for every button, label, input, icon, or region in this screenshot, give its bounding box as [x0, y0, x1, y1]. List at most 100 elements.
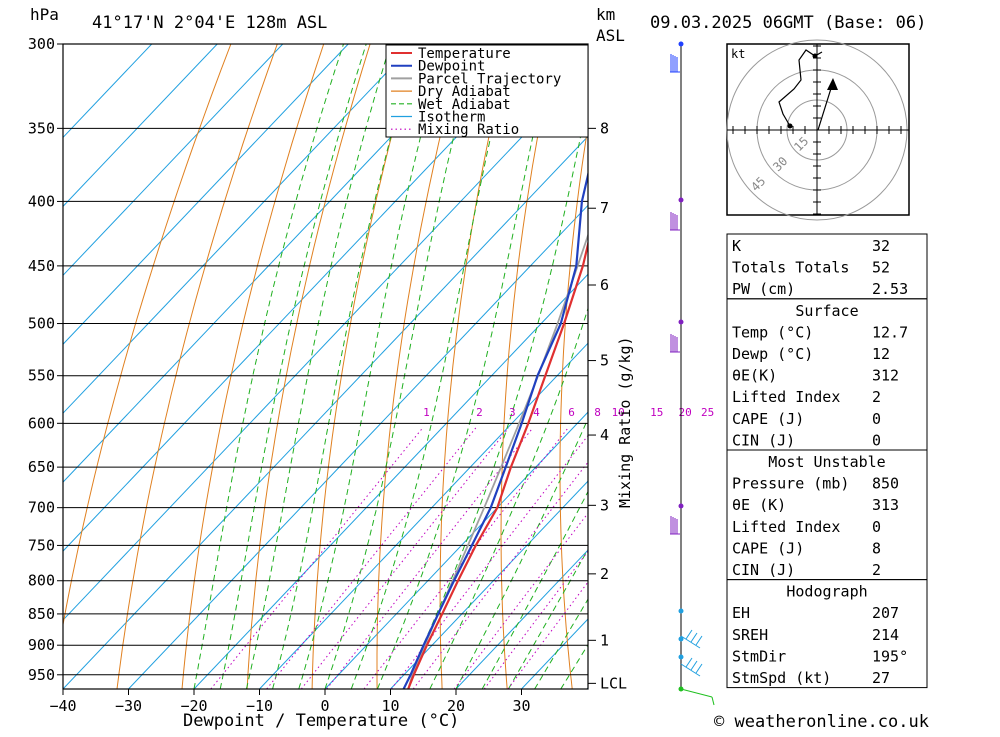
index-value: 850 [872, 475, 899, 493]
index-value: 2 [872, 388, 881, 406]
index-label: Pressure (mb) [732, 475, 849, 493]
index-label: Lifted Index [732, 388, 840, 406]
hodograph-unit-label: kt [731, 47, 745, 61]
height-tick-label: 8 [600, 119, 609, 137]
index-label: θE (K) [732, 496, 786, 514]
pressure-tick-label: 850 [28, 605, 55, 623]
height-tick-label: 2 [600, 565, 609, 583]
pressure-axis: 3003504004505005506006507007508008509009… [28, 35, 63, 684]
pressure-tick-label: 550 [28, 367, 55, 385]
pressure-tick-label: 400 [28, 192, 55, 210]
wind-barb [681, 658, 702, 676]
dry-adiabat-line [312, 44, 417, 689]
dry-adiabat-line [182, 44, 324, 689]
indices-section-title: Most Unstable [768, 453, 885, 471]
index-label: StmSpd (kt) [732, 669, 831, 687]
isotherm-line [63, 44, 676, 689]
wind-level-dot [679, 609, 684, 614]
index-value: 8 [872, 539, 881, 557]
pressure-tick-label: 650 [28, 458, 55, 476]
index-value: 195° [872, 647, 908, 665]
pressure-tick-label: 900 [28, 636, 55, 654]
pressure-tick-label: 800 [28, 572, 55, 590]
index-label: K [732, 237, 741, 255]
x-axis-title: Dewpoint / Temperature (°C) [183, 711, 459, 731]
wind-barb [670, 334, 680, 352]
height-tick-label: 3 [600, 496, 609, 514]
wet-adiabat-line [194, 44, 344, 689]
index-label: Totals Totals [732, 259, 849, 277]
wind-barb-feather [691, 661, 697, 670]
indices-section-title: Surface [795, 302, 858, 320]
isotherm-line [129, 44, 742, 689]
wind-barb [670, 516, 680, 534]
height-tick-label: LCL [600, 674, 627, 692]
height-tick-label: 1 [600, 631, 609, 649]
isotherm-line [0, 44, 545, 689]
index-label: CIN (J) [732, 561, 795, 579]
mixing-ratio-label: 2 [476, 406, 483, 419]
hpa-unit-label: hPa [30, 5, 59, 24]
isotherm-line [0, 44, 610, 689]
index-label: CIN (J) [732, 431, 795, 449]
wind-level-dot [679, 655, 684, 660]
index-value: 27 [872, 669, 890, 687]
wind-barb-shaft [681, 664, 700, 676]
wind-level-dot [679, 42, 684, 47]
wet-adiabat-line [377, 44, 553, 689]
dewpoint-profile [404, 44, 630, 689]
temperature-tick-label: −40 [49, 697, 76, 715]
wind-barb-feather [696, 664, 702, 673]
wind-barb-shaft [681, 636, 700, 648]
mixing-ratio-label: 6 [568, 406, 575, 419]
index-label: CAPE (J) [732, 539, 804, 557]
legend-label: Mixing Ratio [418, 122, 519, 138]
mixing-ratio-label: 25 [701, 406, 714, 419]
wind-barb-feather [712, 697, 714, 705]
index-value: 2 [872, 561, 881, 579]
dry-adiabat-line [974, 44, 1000, 689]
pressure-tick-label: 600 [28, 414, 55, 432]
index-label: Dewp (°C) [732, 345, 813, 363]
datetime-title: 09.03.2025 06GMT (Base: 06) [650, 13, 926, 33]
dry-adiabat-line [117, 44, 277, 689]
pressure-tick-label: 300 [28, 35, 55, 53]
km-unit-label: km [596, 5, 615, 24]
mixing-ratio-label: 8 [594, 406, 601, 419]
isotherm-line [194, 44, 807, 689]
index-label: Lifted Index [732, 518, 840, 536]
wet-adiabat-line [299, 44, 445, 689]
wind-level-dot [679, 198, 684, 203]
wind-barb-feather [686, 658, 692, 667]
temperature-tick-label: 30 [512, 697, 530, 715]
dry-adiabat-line [673, 44, 703, 689]
index-value: 0 [872, 518, 881, 536]
dry-adiabat-line [440, 44, 509, 689]
wet-adiabat-line [325, 44, 477, 689]
pressure-tick-label: 950 [28, 666, 55, 684]
temperature-tick-label: −30 [115, 697, 142, 715]
height-tick-label: 5 [600, 352, 609, 370]
index-value: 312 [872, 367, 899, 385]
index-value: 12 [872, 345, 890, 363]
mixing-ratio-label: 20 [678, 406, 691, 419]
index-value: 12.7 [872, 323, 908, 341]
wet-adiabat-line [273, 44, 417, 689]
mixing-ratio-label: 15 [650, 406, 663, 419]
pressure-tick-label: 750 [28, 536, 55, 554]
location-title: 41°17'N 2°04'E 128m ASL [92, 13, 327, 33]
copyright-footer: © weatheronline.co.uk [714, 712, 929, 732]
index-label: CAPE (J) [732, 410, 804, 428]
wind-level-dot [679, 320, 684, 325]
index-value: 52 [872, 259, 890, 277]
parcel-trajectory-profile [408, 44, 649, 689]
height-tick-label: 6 [600, 276, 609, 294]
wind-level-dot [679, 504, 684, 509]
height-tick-label: 4 [600, 426, 609, 444]
pressure-tick-label: 700 [28, 499, 55, 517]
